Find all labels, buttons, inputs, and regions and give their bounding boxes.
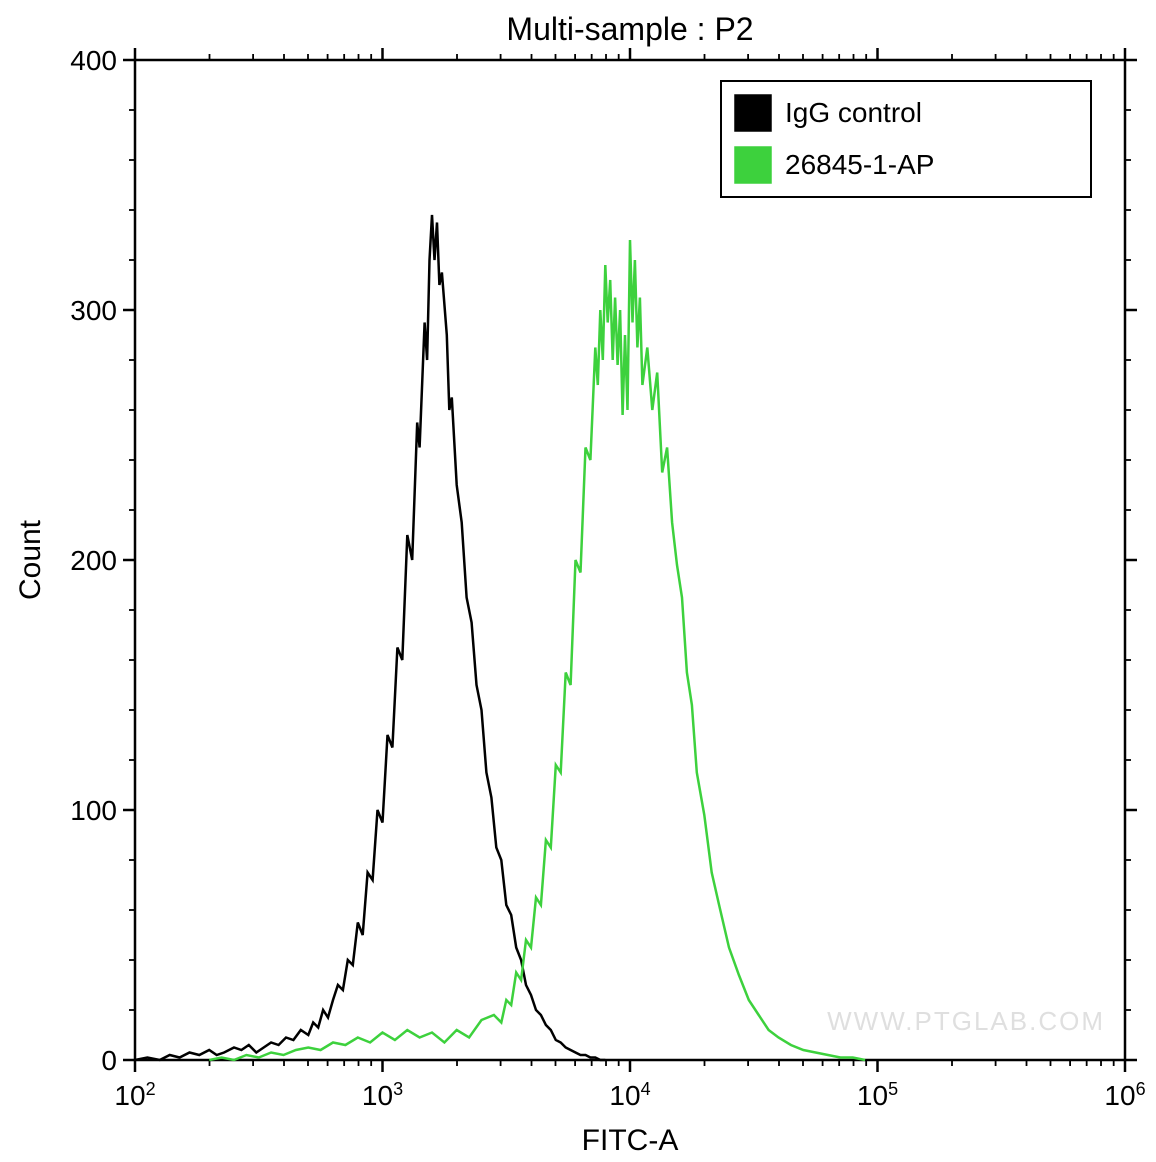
legend-swatch-0 bbox=[735, 95, 771, 131]
series-line-0 bbox=[135, 215, 605, 1060]
flow-cytometry-chart: 102 103 104 105 106 0 100 200 300 400 Multi-sample… bbox=[0, 0, 1156, 1162]
y-axis-label: Count bbox=[14, 519, 47, 600]
legend-swatch-1 bbox=[735, 147, 771, 183]
chart-title: Multi-sample : P2 bbox=[506, 11, 753, 47]
legend-label-1: 26845-1-AP bbox=[785, 149, 934, 180]
plot-border bbox=[135, 60, 1125, 1060]
x-tick-label: 104 bbox=[609, 1079, 650, 1111]
series-line-1 bbox=[209, 240, 865, 1060]
y-tick-label: 400 bbox=[70, 45, 117, 76]
x-tick-label: 105 bbox=[857, 1079, 898, 1111]
chart-svg: 102 103 104 105 106 0 100 200 300 400 Multi-sample… bbox=[0, 0, 1156, 1162]
y-tick-label: 100 bbox=[70, 795, 117, 826]
legend-label-0: IgG control bbox=[785, 97, 922, 128]
y-tick-label: 200 bbox=[70, 545, 117, 576]
y-tick-label: 300 bbox=[70, 295, 117, 326]
y-tick-label: 0 bbox=[101, 1045, 117, 1076]
x-axis-label: FITC-A bbox=[582, 1124, 679, 1157]
legend: IgG control 26845-1-AP bbox=[721, 81, 1091, 197]
x-tick-label: 102 bbox=[114, 1079, 155, 1111]
x-tick-label: 106 bbox=[1104, 1079, 1145, 1111]
x-tick-label: 103 bbox=[362, 1079, 403, 1111]
watermark: WWW.PTGLAB.COM bbox=[827, 1006, 1105, 1036]
